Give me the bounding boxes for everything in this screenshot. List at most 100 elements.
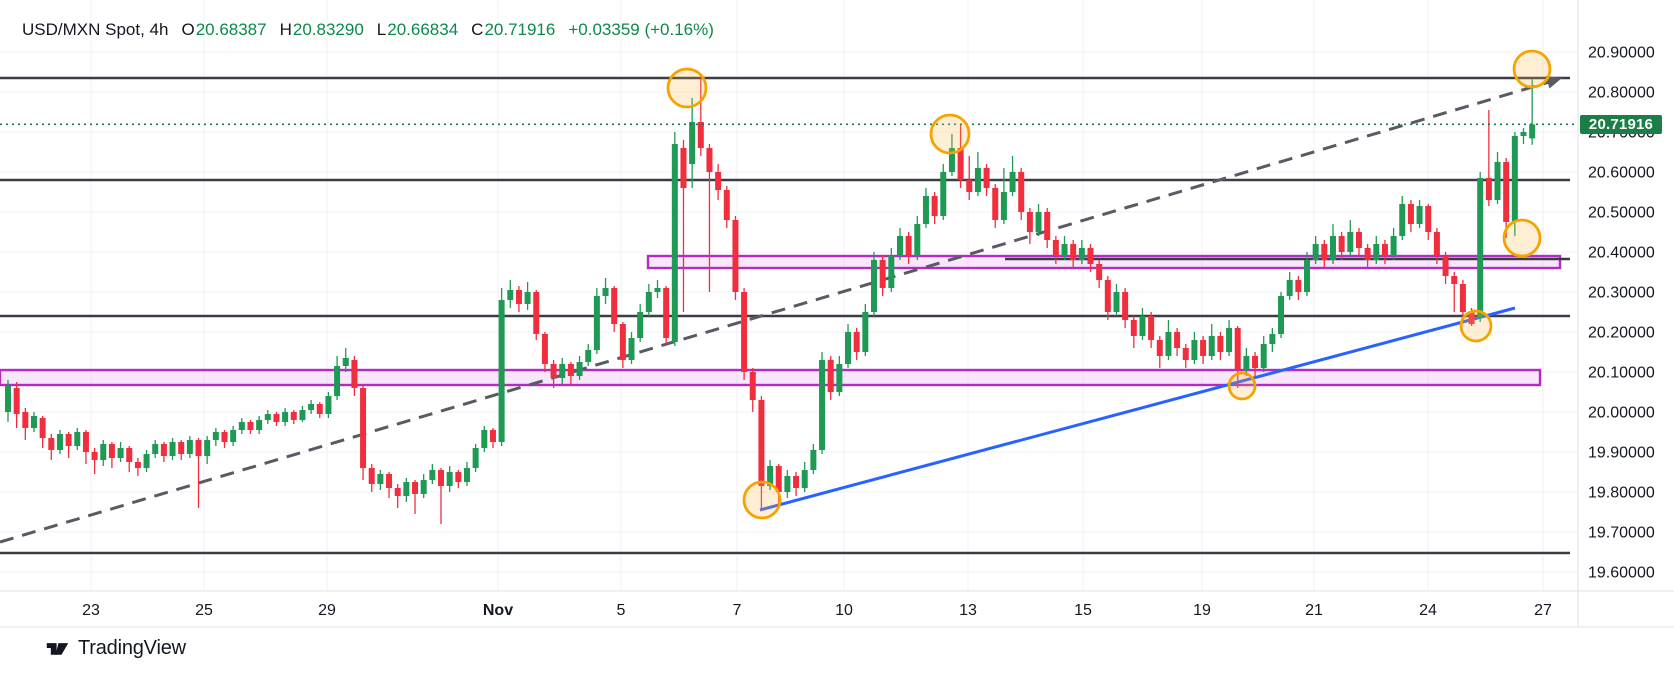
candle: [853, 332, 860, 352]
date-axis-label: 21: [1305, 602, 1323, 619]
candle: [810, 450, 817, 470]
candle: [1243, 356, 1250, 370]
candle: [489, 430, 496, 442]
highlight-circle[interactable]: [1459, 309, 1493, 343]
candle: [1355, 232, 1362, 248]
candle: [1260, 344, 1267, 368]
candle: [559, 364, 566, 378]
symbol-header: USD/MXN Spot, 4h O20.68387 H20.83290 L20…: [22, 20, 714, 40]
candle: [56, 434, 63, 450]
candle: [299, 410, 306, 420]
candle: [481, 430, 488, 448]
candle: [940, 172, 947, 216]
candle: [541, 334, 548, 364]
candle: [957, 148, 964, 180]
highlight-circle[interactable]: [929, 113, 971, 155]
price-axis-label: 20.20000: [1588, 325, 1655, 342]
candle: [1477, 178, 1484, 318]
date-axis-label: 15: [1074, 602, 1092, 619]
candle: [386, 474, 393, 488]
candle: [931, 196, 938, 216]
candle: [1052, 240, 1059, 256]
candle: [290, 412, 297, 420]
candle: [1104, 280, 1111, 312]
highlight-circle[interactable]: [1512, 49, 1552, 89]
highlight-circle[interactable]: [742, 480, 782, 520]
time-axis[interactable]: [0, 591, 1578, 627]
candle: [108, 444, 115, 458]
candle: [13, 388, 20, 414]
candle: [1286, 280, 1293, 296]
candle: [48, 438, 55, 450]
candle: [1182, 348, 1189, 360]
tradingview-logo-text: TradingView: [78, 637, 186, 659]
candle: [256, 420, 263, 430]
highlight-circle[interactable]: [666, 67, 708, 109]
price-axis-label: 19.60000: [1588, 565, 1655, 582]
tradingview-logo-icon: [46, 643, 69, 655]
candle: [1096, 264, 1103, 280]
candle: [767, 466, 774, 486]
close-label: C: [471, 20, 484, 39]
candle: [1468, 312, 1475, 324]
symbol-title[interactable]: USD/MXN Spot, 4h: [22, 20, 169, 39]
candle: [888, 256, 895, 288]
candle: [671, 144, 678, 342]
close-readout: C20.71916: [471, 20, 555, 40]
price-axis[interactable]: [1578, 0, 1674, 627]
candle: [247, 422, 254, 430]
candle: [1494, 162, 1501, 200]
candle: [273, 414, 280, 422]
candle: [524, 292, 531, 304]
date-axis-label: 25: [195, 602, 213, 619]
tradingview-logo[interactable]: TradingView: [45, 636, 186, 661]
candle: [30, 416, 37, 428]
candle: [689, 122, 696, 164]
candle: [1451, 276, 1458, 284]
date-axis-label: 13: [959, 602, 977, 619]
candle: [1511, 136, 1518, 222]
change-value: +0.03359 (+0.16%): [568, 20, 714, 39]
candle: [360, 388, 367, 468]
candle: [992, 188, 999, 220]
candle: [463, 468, 470, 482]
candle: [784, 476, 791, 492]
candle: [1347, 232, 1354, 252]
candle: [827, 360, 834, 392]
date-axis-label: 7: [733, 602, 742, 619]
candle: [879, 260, 886, 288]
candle: [1156, 340, 1163, 356]
open-value: 20.68387: [195, 20, 267, 39]
price-axis-label: 20.90000: [1588, 45, 1655, 62]
candle: [39, 418, 46, 438]
candle: [654, 288, 661, 292]
candle: [819, 360, 826, 450]
candle: [507, 290, 514, 300]
date-axis-label: 10: [835, 602, 853, 619]
candle: [22, 412, 29, 428]
highlight-circle[interactable]: [1227, 371, 1257, 401]
date-axis-label: 5: [617, 602, 626, 619]
support-trendline[interactable]: [759, 306, 1516, 512]
candle: [749, 372, 756, 400]
highlight-circle[interactable]: [1502, 218, 1542, 258]
candle: [316, 404, 323, 414]
candle: [576, 362, 583, 376]
price-axis-label: 20.60000: [1588, 165, 1655, 182]
candle: [100, 444, 107, 460]
date-axis-label: 19: [1193, 602, 1211, 619]
candle: [282, 412, 289, 422]
candle: [412, 482, 419, 494]
candle: [663, 288, 670, 338]
candle: [515, 290, 522, 304]
candle: [152, 444, 159, 454]
candle: [334, 366, 341, 396]
dashed-trendline[interactable]: [0, 78, 1557, 544]
price-zone[interactable]: [0, 368, 1542, 387]
candle: [1087, 248, 1094, 264]
candle: [533, 292, 540, 334]
candle: [801, 470, 808, 488]
candle: [567, 364, 574, 376]
candle: [1122, 292, 1129, 320]
